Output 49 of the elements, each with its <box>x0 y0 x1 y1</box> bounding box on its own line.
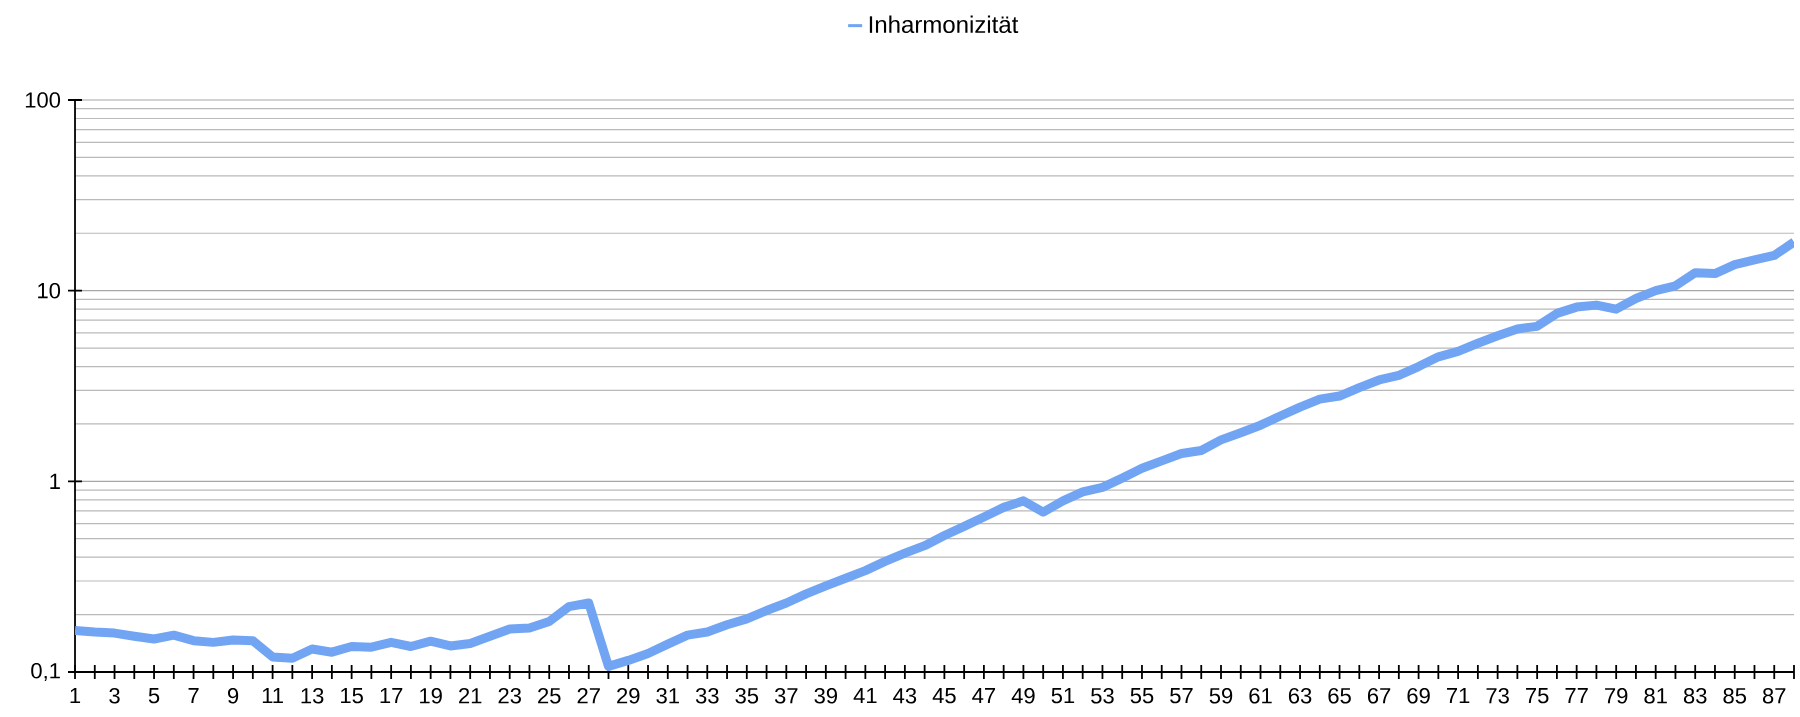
x-tick-label: 69 <box>1407 688 1430 704</box>
x-tick-label: 35 <box>735 688 759 704</box>
x-tick-label: 77 <box>1565 688 1588 704</box>
x-tick-label: 25 <box>538 688 561 704</box>
x-tick-label: 9 <box>228 688 239 704</box>
x-tick-label: 19 <box>420 688 442 704</box>
x-tick-label: 21 <box>459 688 482 704</box>
x-tick-label: 5 <box>148 688 160 704</box>
x-tick-label: 53 <box>1091 688 1114 704</box>
x-tick-label: 79 <box>1605 688 1628 704</box>
x-tick-label: 57 <box>1170 688 1193 704</box>
x-tick-label: 1 <box>70 688 81 704</box>
y-tick-label: 1 <box>50 473 60 489</box>
x-tick-label: 71 <box>1447 688 1470 704</box>
x-tick-label: 61 <box>1249 688 1272 704</box>
x-tick-label: 37 <box>774 688 798 704</box>
x-tick-label: 31 <box>656 688 679 704</box>
x-tick-label: 51 <box>1051 688 1075 704</box>
x-tick-label: 43 <box>893 688 917 704</box>
x-tick-label: 23 <box>498 688 521 704</box>
x-tick-label: 39 <box>814 688 838 704</box>
x-tick-label: 65 <box>1328 688 1351 704</box>
x-tick-label: 55 <box>1130 688 1154 704</box>
x-tick-label: 75 <box>1526 688 1549 704</box>
x-tick-label: 63 <box>1288 688 1312 704</box>
x-tick-label: 85 <box>1723 688 1747 704</box>
y-tick-label: 100 <box>25 92 61 108</box>
x-tick-label: 45 <box>932 688 956 704</box>
x-tick-label: 73 <box>1486 688 1509 704</box>
y-tick-label: 0,1 <box>31 662 60 682</box>
x-tick-label: 41 <box>853 688 877 704</box>
x-tick-label: 3 <box>109 688 120 704</box>
x-tick-label: 17 <box>380 688 403 704</box>
x-tick-label: 49 <box>1011 688 1035 704</box>
x-tick-label: 13 <box>301 688 324 704</box>
x-tick-label: 81 <box>1644 688 1667 704</box>
x-tick-label: 29 <box>617 688 640 704</box>
x-tick-label: 59 <box>1209 688 1233 704</box>
x-tick-label: 87 <box>1762 688 1786 704</box>
x-tick-label: 33 <box>695 688 719 704</box>
y-tick-label: 10 <box>38 282 61 299</box>
x-tick-label: 47 <box>972 688 996 704</box>
x-tick-label: 67 <box>1367 688 1391 704</box>
x-tick-label: 11 <box>262 688 283 704</box>
x-tick-label: 83 <box>1683 688 1707 704</box>
x-tick-label: 7 <box>188 688 199 704</box>
x-tick-label: 27 <box>577 688 600 704</box>
x-tick-label: 15 <box>341 688 363 704</box>
legend-label: Inharmonizität <box>869 15 1019 34</box>
